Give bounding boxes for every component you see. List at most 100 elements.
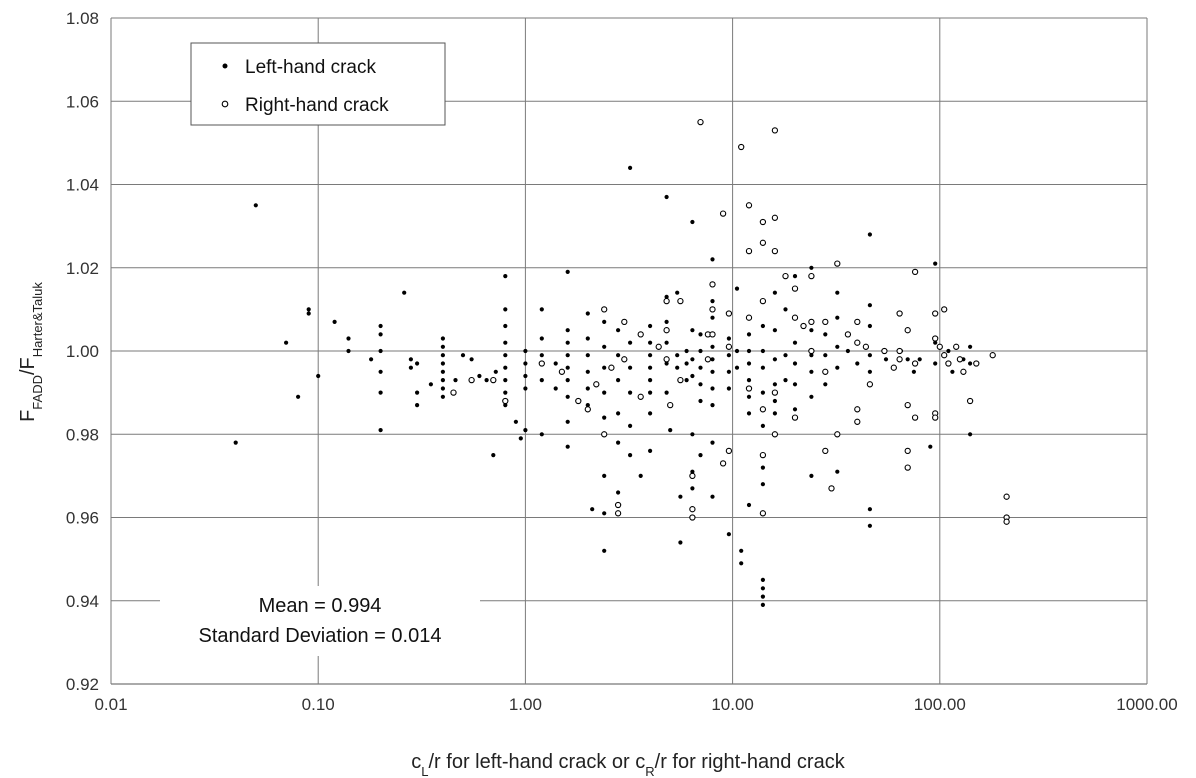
right-hand-crack-point — [828, 485, 835, 492]
right-hand-crack-point — [745, 202, 753, 209]
left-hand-crack-point — [772, 357, 778, 362]
left-hand-crack-point — [503, 340, 508, 345]
left-hand-crack-point — [523, 361, 528, 366]
x-tick-label: 1.00 — [509, 695, 542, 714]
left-hand-crack-point — [628, 165, 633, 170]
left-hand-crack-point — [518, 436, 523, 441]
left-hand-crack-point — [823, 353, 828, 358]
left-hand-crack-point — [664, 319, 669, 324]
left-hand-crack-point — [628, 365, 633, 370]
left-hand-crack-point — [378, 369, 383, 374]
right-hand-crack-point — [932, 414, 939, 421]
legend-label-left-hand: Left-hand crack — [245, 57, 376, 78]
left-hand-crack-point — [408, 357, 413, 362]
left-hand-crack-point — [503, 307, 508, 312]
left-hand-crack-point — [690, 219, 695, 225]
legend: Left-hand crack Right-hand crack — [190, 42, 446, 126]
left-hand-crack-point — [772, 411, 778, 416]
right-hand-crack-point — [808, 318, 815, 326]
right-hand-crack-point — [759, 510, 767, 517]
left-hand-crack-point — [809, 353, 814, 358]
left-hand-crack-point — [946, 348, 951, 354]
right-hand-crack-point — [932, 335, 939, 342]
x-tick-label: 0.01 — [94, 695, 127, 714]
left-hand-crack-point — [460, 353, 466, 358]
left-hand-crack-point — [684, 348, 689, 354]
right-hand-crack-point — [704, 356, 712, 363]
right-hand-crack-point — [896, 356, 903, 363]
left-hand-crack-point — [440, 361, 445, 366]
stats-annotation-background — [160, 586, 480, 656]
left-hand-crack-point — [565, 444, 570, 449]
left-hand-crack-point — [772, 328, 778, 333]
tick-labels: 0.92 0.94 0.96 0.98 1.00 1.02 1.04 1.06 1.08 0.01… — [66, 9, 1178, 714]
right-hand-crack-point — [904, 464, 911, 471]
left-hand-crack-point — [684, 361, 689, 366]
right-hand-crack-point — [759, 297, 767, 305]
right-hand-crack-point — [822, 318, 829, 326]
right-hand-crack-point — [614, 501, 622, 509]
left-hand-crack-point — [648, 353, 653, 358]
left-hand-crack-point — [690, 469, 695, 474]
right-hand-crack-point — [808, 347, 815, 355]
right-hand-crack-point — [966, 397, 974, 405]
left-hand-crack-point — [440, 394, 445, 399]
left-hand-crack-point — [710, 403, 715, 408]
left-hand-crack-point — [539, 353, 544, 358]
left-hand-crack-point — [809, 369, 814, 374]
left-hand-crack-point — [402, 290, 407, 295]
left-hand-crack-point — [739, 548, 744, 553]
left-hand-crack-point — [710, 369, 715, 374]
right-hand-crack-point — [960, 368, 967, 375]
left-hand-crack-point — [602, 548, 607, 553]
left-hand-crack-point — [678, 494, 683, 499]
right-hand-crack-point — [725, 310, 733, 317]
left-hand-crack-point — [253, 203, 258, 208]
right-hand-crack-point — [953, 343, 960, 350]
left-hand-crack-point — [675, 353, 680, 358]
left-hand-crack-point — [823, 382, 828, 387]
left-hand-crack-point — [565, 394, 570, 399]
left-hand-crack-point — [746, 502, 752, 508]
left-hand-crack-point — [602, 415, 607, 420]
left-hand-crack-point — [296, 394, 301, 399]
right-hand-crack-point — [854, 418, 861, 425]
left-hand-crack-point — [792, 382, 798, 387]
left-hand-crack-point — [726, 386, 732, 391]
right-hand-crack-point — [791, 285, 799, 292]
left-hand-crack-point — [664, 294, 669, 299]
left-hand-crack-point — [933, 361, 938, 366]
left-hand-crack-point — [408, 365, 413, 370]
right-hand-crack-point — [941, 352, 948, 359]
left-hand-crack-point — [933, 261, 938, 266]
left-hand-crack-point — [760, 365, 766, 370]
right-hand-crack-point — [834, 431, 841, 438]
left-hand-crack-point — [698, 382, 703, 387]
y-tick-label: 0.92 — [66, 675, 99, 694]
right-hand-crack-point — [667, 401, 674, 409]
right-hand-crack-point — [538, 360, 545, 367]
left-hand-crack-point — [585, 403, 590, 408]
right-hand-crack-point — [782, 272, 789, 280]
left-hand-crack-point — [710, 494, 715, 499]
left-hand-crack-point — [772, 290, 778, 295]
left-hand-crack-point — [284, 340, 289, 345]
left-hand-crack-point — [440, 353, 445, 358]
right-hand-crack-point — [709, 306, 716, 313]
x-tick-label: 1000.00 — [1116, 695, 1177, 714]
left-hand-crack-point — [726, 532, 732, 537]
left-hand-crack-point — [378, 332, 383, 337]
left-hand-crack-point — [668, 428, 673, 433]
right-hand-crack-point — [637, 393, 644, 400]
left-hand-crack-point — [648, 390, 653, 395]
left-hand-crack-point — [648, 323, 653, 329]
left-hand-crack-point — [493, 369, 498, 374]
left-hand-crack-point — [710, 357, 715, 362]
left-hand-crack-point — [911, 369, 917, 374]
y-tick-label: 1.00 — [66, 342, 99, 361]
right-hand-crack-point — [896, 310, 903, 317]
right-hand-crack-point — [945, 360, 952, 367]
right-hand-crack-point — [709, 281, 716, 288]
left-hand-crack-point — [378, 348, 383, 354]
left-hand-crack-point — [783, 378, 788, 383]
